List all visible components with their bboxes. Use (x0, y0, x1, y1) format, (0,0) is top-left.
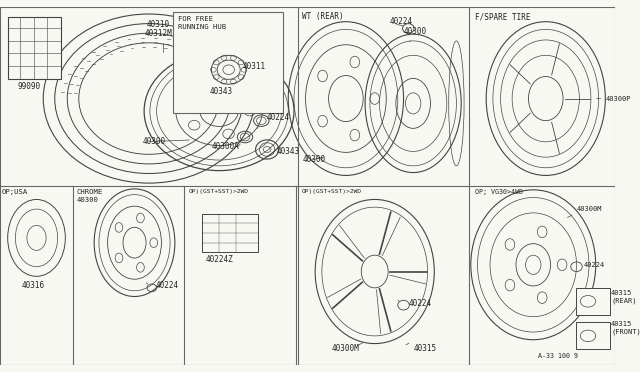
Text: 40300A: 40300A (211, 142, 239, 151)
Text: 40310: 40310 (147, 20, 170, 29)
Text: 40224: 40224 (267, 113, 290, 122)
Text: 40300P: 40300P (605, 96, 631, 102)
Text: 40343: 40343 (209, 87, 232, 96)
Text: OP; VG30>4WD: OP; VG30>4WD (475, 189, 523, 195)
Text: 40224: 40224 (584, 262, 605, 268)
Text: 40315: 40315 (611, 321, 632, 327)
FancyBboxPatch shape (577, 323, 610, 349)
Text: 40316: 40316 (21, 282, 44, 291)
Text: 40315: 40315 (413, 344, 436, 353)
Text: 40315: 40315 (611, 290, 632, 296)
Text: 40300: 40300 (404, 27, 427, 36)
Text: (FRONT): (FRONT) (611, 329, 640, 335)
Text: OP;USA: OP;USA (2, 189, 28, 195)
Text: 40343: 40343 (276, 147, 300, 156)
Text: 40300: 40300 (142, 137, 165, 146)
Text: 40300M: 40300M (332, 344, 359, 353)
Text: 40312M: 40312M (145, 29, 172, 38)
Text: 99090: 99090 (17, 81, 40, 90)
Text: 40300M: 40300M (577, 206, 602, 212)
Text: 40300: 40300 (303, 155, 326, 164)
Text: FOR FREE: FOR FREE (178, 16, 212, 22)
Text: 40224: 40224 (389, 17, 412, 26)
Text: 40311: 40311 (242, 62, 265, 71)
FancyBboxPatch shape (202, 214, 257, 252)
Text: A-33 100 9: A-33 100 9 (538, 353, 578, 359)
Text: 40300: 40300 (77, 198, 99, 203)
Text: WT (REAR): WT (REAR) (301, 12, 343, 22)
FancyBboxPatch shape (577, 288, 610, 315)
FancyBboxPatch shape (8, 17, 61, 79)
Text: F/SPARE TIRE: F/SPARE TIRE (475, 12, 530, 22)
Text: 40224: 40224 (408, 299, 431, 308)
Text: OP)(GST+SST)>2WD: OP)(GST+SST)>2WD (188, 189, 248, 194)
FancyBboxPatch shape (173, 12, 284, 113)
Text: 40224Z: 40224Z (205, 256, 233, 264)
Text: CHROME: CHROME (77, 189, 103, 195)
Text: OP)(GST+SST)>2WD: OP)(GST+SST)>2WD (301, 189, 362, 194)
Text: 40224: 40224 (156, 282, 179, 291)
Text: (REAR): (REAR) (611, 297, 637, 304)
Text: RUNNING HUB: RUNNING HUB (178, 25, 226, 31)
